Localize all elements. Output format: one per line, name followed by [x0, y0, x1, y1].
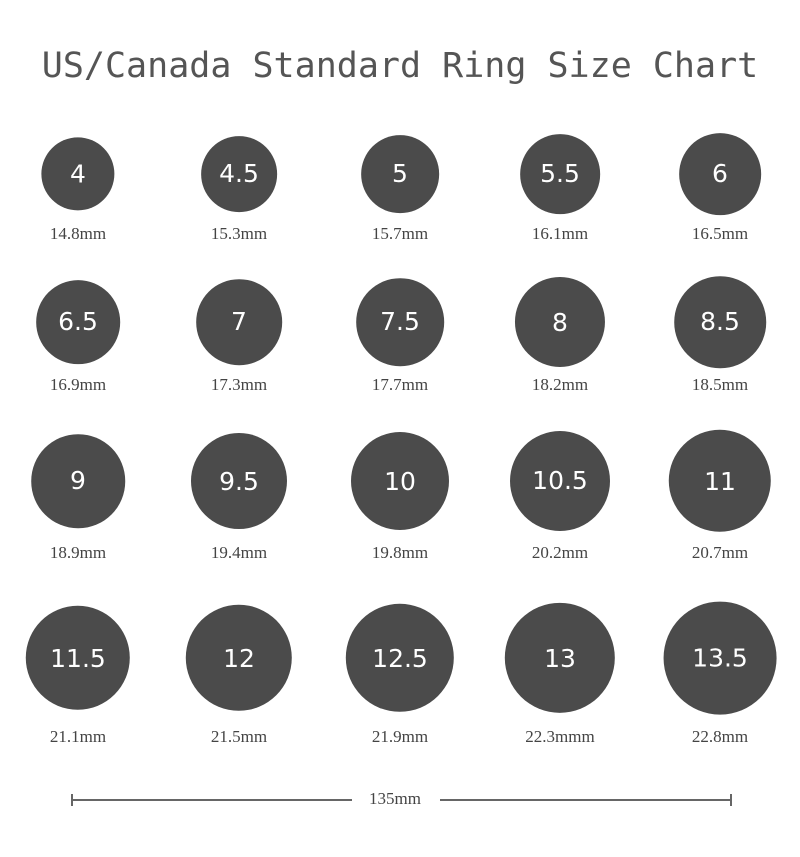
- ring-circle-size-6-5: 6.5: [36, 280, 120, 364]
- ring-diameter-label: 15.3mm: [210, 224, 268, 243]
- ring-circle-size-12: 12: [185, 604, 293, 712]
- ring-circle-size-13-5: 13.5: [663, 601, 777, 715]
- ring-circle-size-11-5: 11.5: [25, 605, 131, 711]
- ring-diameter-label: 16.9mm: [49, 375, 107, 394]
- ring-diameter-label: 18.5mm: [691, 375, 749, 394]
- ring-diameter-label: 21.1mm: [49, 727, 107, 746]
- ring-diameter-label: 18.2mm: [531, 375, 589, 394]
- scale-bar-right-tick: [730, 794, 732, 806]
- ring-circle-size-5-5: 5.5: [520, 134, 600, 214]
- ring-diameter-label: 22.3mmm: [525, 727, 595, 746]
- ring-circle-size-6: 6: [679, 133, 761, 215]
- ring-diameter-label: 20.2mm: [531, 543, 589, 562]
- ring-circle-size-7-5: 7.5: [356, 278, 444, 366]
- ring-circle-size-8: 8: [514, 276, 606, 368]
- ring-diameter-label: 21.5mm: [210, 727, 268, 746]
- ring-circle-size-11: 11: [668, 429, 772, 533]
- ring-diameter-label: 17.7mm: [371, 375, 429, 394]
- ring-diameter-label: 20.7mm: [691, 543, 749, 562]
- scale-bar-label: 135mm: [369, 789, 421, 808]
- ring-circle-size-10-5: 10.5: [510, 431, 610, 531]
- ring-diameter-label: 19.8mm: [371, 543, 429, 562]
- scale-bar-line-left: [72, 799, 352, 801]
- ring-diameter-label: 22.8mm: [691, 727, 749, 746]
- ring-circle-size-12-5: 12.5: [345, 603, 455, 713]
- ring-circle-size-7: 7: [196, 279, 282, 365]
- ring-diameter-label: 16.5mm: [691, 224, 749, 243]
- scale-bar-line-right: [440, 799, 731, 801]
- ring-circle-size-4-5: 4.5: [201, 136, 277, 212]
- ring-diameter-label: 14.8mm: [49, 224, 107, 243]
- chart-title: US/Canada Standard Ring Size Chart: [41, 46, 759, 86]
- ring-circle-size-5: 5: [361, 135, 439, 213]
- ring-circle-size-13: 13: [504, 602, 616, 714]
- ring-circle-size-10: 10: [351, 432, 449, 530]
- ring-diameter-label: 15.7mm: [371, 224, 429, 243]
- ring-diameter-label: 17.3mm: [210, 375, 268, 394]
- ring-diameter-label: 21.9mm: [371, 727, 429, 746]
- ring-diameter-label: 16.1mm: [531, 224, 589, 243]
- ring-circle-size-9-5: 9.5: [190, 432, 288, 530]
- ring-circle-size-9: 9: [31, 434, 125, 528]
- ring-diameter-label: 18.9mm: [49, 543, 107, 562]
- ring-diameter-label: 19.4mm: [210, 543, 268, 562]
- ring-circle-size-8-5: 8.5: [674, 276, 766, 368]
- ring-circle-size-4: 4: [41, 137, 115, 211]
